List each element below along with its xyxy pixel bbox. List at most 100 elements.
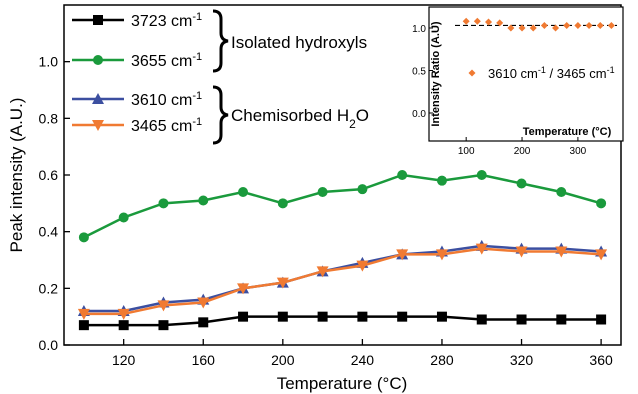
data-point [475,243,488,255]
x-tick-label: 320 [510,352,534,368]
legend-label: 3723 cm-1 [131,11,202,30]
legend-label: 3465 cm-1 [131,116,202,135]
legend-marker [92,93,104,104]
y-tick-label: 0.6 [39,167,59,183]
y-tick-label: 0.0 [39,337,59,353]
legend-entry-3: 3610 cm-1 [72,90,202,109]
series-2 [78,170,607,243]
data-point [277,198,288,209]
data-point [197,297,210,309]
data-point [556,187,567,197]
data-point [436,311,447,322]
x-tick-label: 200 [271,352,295,368]
inset-data-point [473,17,481,25]
x-tick-label: 360 [589,352,613,368]
inset-x-tick-label: 200 [514,146,531,157]
series-line [83,315,602,327]
data-point [397,170,408,180]
data-point [555,246,568,258]
brace-chemisorbed-water [212,85,229,145]
legend-entry-1: 3723 cm-1 [72,11,202,30]
data-point [596,198,607,209]
data-point [317,187,328,197]
inset-data-point [485,18,493,26]
y-tick-label: 0.2 [39,280,59,296]
inset-legend-marker [468,69,476,77]
x-tick-label: 280 [430,352,454,368]
brace-isolated-hydroxyls [212,9,229,73]
legend-entry-2: 3655 cm-1 [72,51,202,70]
inset-points-group [462,17,615,32]
data-point [158,198,169,209]
data-point [317,311,328,322]
data-point [596,314,607,325]
inset-y-ticks: 0.0 0.5 1.0 [412,24,433,120]
main-series-group [77,170,608,331]
inset-data-point [552,24,560,32]
inset-y-tick-label: 0.0 [412,109,426,120]
data-point [77,308,90,320]
data-point [238,187,249,197]
x-tick-label: 160 [192,352,216,368]
series-line [83,247,602,316]
data-point [118,320,129,331]
inset-data-point [496,19,504,27]
legend: 3723 cm-1 3655 cm-1 3610 cm-1 3465 cm-1 Iso… [72,9,369,145]
data-point [117,308,130,320]
group-label-isolated-hydroxyls: Isolated hydroxyls [231,33,367,52]
data-point [78,320,89,331]
inset-y-axis-title: Intensity Ratio (A.U) [430,21,442,126]
inset-plot: 0.0 0.5 1.0 100 200 300 3610 cm-1 / 3465 cm-… [412,6,624,157]
inset-x-ticks: 100 200 300 [458,137,587,157]
inset-data-point [462,17,470,25]
data-point [158,320,169,331]
data-point [277,311,288,322]
data-point [556,314,567,325]
inset-data-point [518,24,526,32]
inset-y-tick-label: 0.5 [412,67,426,78]
inset-legend: 3610 cm-1 / 3465 cm-1 [468,65,615,81]
data-point [516,178,527,189]
y-tick-label: 1.0 [39,54,59,70]
x-tick-label: 240 [351,352,375,368]
inset-data-point [574,21,582,29]
data-point [595,249,608,261]
legend-entries: 3723 cm-1 3655 cm-1 3610 cm-1 3465 cm-1 [72,11,202,135]
data-point [237,283,250,295]
main-y-axis-title: Peak intensity (A.U.) [7,98,26,253]
data-point [118,212,129,223]
data-point [238,311,249,322]
inset-legend-label: 3610 cm-1 / 3465 cm-1 [488,65,615,81]
main-y-ticks: 0.0 0.2 0.4 0.6 0.8 1.0 [39,54,70,353]
inset-plot-frame [428,6,624,142]
main-plot: 0.0 0.2 0.4 0.6 0.8 1.0 120 160 200 240 280 320 360… [7,4,622,393]
data-point [316,266,329,278]
data-point [397,311,408,322]
legend-marker [93,15,103,25]
inset-data-point [585,21,593,29]
series-1 [78,311,607,331]
x-tick-label: 120 [112,352,136,368]
inset-data-point [507,24,515,32]
y-tick-label: 0.4 [39,224,59,240]
data-point [198,195,209,206]
data-point [516,314,527,325]
inset-data-point [529,24,537,32]
series-line [83,173,602,239]
y-tick-label: 0.8 [39,110,59,126]
inset-data-point [563,21,571,29]
legend-entry-4: 3465 cm-1 [72,116,202,135]
data-point [435,249,448,261]
inset-data-point [607,21,615,29]
data-point [157,300,170,312]
data-point [396,249,409,261]
inset-data-point [540,21,548,29]
legend-marker [93,55,103,65]
data-point [436,175,447,186]
inset-x-axis-title: Temperature (°C) [523,126,612,138]
data-point [357,184,368,195]
data-point [198,317,209,328]
main-x-axis-title: Temperature (°C) [277,374,408,393]
